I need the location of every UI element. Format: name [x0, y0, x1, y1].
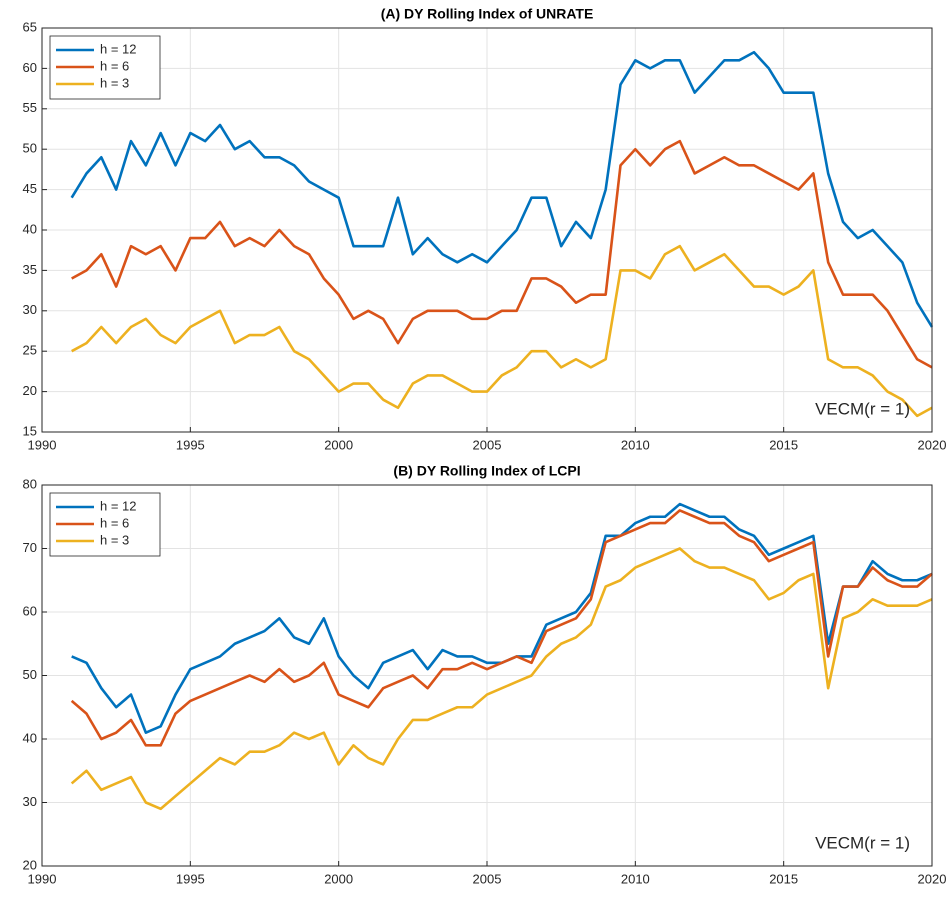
legend-label: h = 6 [100, 58, 129, 73]
y-tick-label: 50 [23, 667, 37, 682]
series-line [70, 547, 933, 811]
series-line [70, 50, 934, 328]
y-tick-label: 20 [23, 857, 37, 872]
x-tick-label: 2010 [621, 437, 650, 452]
x-tick-label: 2010 [621, 871, 650, 886]
series-line [70, 509, 933, 747]
axes-box [41, 27, 933, 433]
y-tick-label: 70 [23, 540, 37, 555]
y-tick-label: 60 [23, 60, 37, 75]
x-tick-label: 2005 [473, 871, 502, 886]
chart-title: (B) DY Rolling Index of LCPI [393, 463, 580, 479]
y-tick-label: 25 [23, 343, 37, 358]
y-tick-label: 65 [23, 19, 37, 34]
x-tick-label: 1990 [28, 871, 57, 886]
legend-label: h = 3 [100, 532, 129, 547]
x-tick-label: 2020 [918, 871, 947, 886]
legend-label: h = 3 [100, 75, 129, 90]
x-tick-label: 1995 [176, 871, 205, 886]
x-tick-label: 2020 [918, 437, 947, 452]
y-tick-label: 15 [23, 423, 37, 438]
y-tick-label: 35 [23, 262, 37, 277]
x-tick-label: 2000 [324, 437, 353, 452]
x-tick-label: 2005 [473, 437, 502, 452]
legend-label: h = 6 [100, 515, 129, 530]
x-tick-label: 2015 [769, 437, 798, 452]
series-line [71, 139, 933, 369]
chart-title: (A) DY Rolling Index of UNRATE [381, 6, 594, 22]
legend-label: h = 12 [100, 498, 137, 513]
x-tick-label: 1995 [176, 437, 205, 452]
x-tick-label: 2015 [769, 871, 798, 886]
y-tick-label: 55 [23, 100, 37, 115]
y-tick-label: 45 [23, 181, 37, 196]
x-tick-label: 2000 [324, 871, 353, 886]
series-line [71, 244, 933, 418]
y-tick-label: 30 [23, 794, 37, 809]
annotation: VECM(r = 1) [815, 833, 910, 852]
y-tick-label: 20 [23, 383, 37, 398]
y-tick-label: 80 [23, 476, 37, 491]
y-tick-label: 30 [23, 302, 37, 317]
legend-label: h = 12 [100, 41, 137, 56]
y-tick-label: 40 [23, 730, 37, 745]
x-tick-label: 1990 [28, 437, 57, 452]
y-tick-label: 40 [23, 221, 37, 236]
annotation: VECM(r = 1) [815, 399, 910, 418]
y-tick-label: 60 [23, 603, 37, 618]
axes-box [41, 484, 933, 867]
y-tick-label: 50 [23, 141, 37, 156]
